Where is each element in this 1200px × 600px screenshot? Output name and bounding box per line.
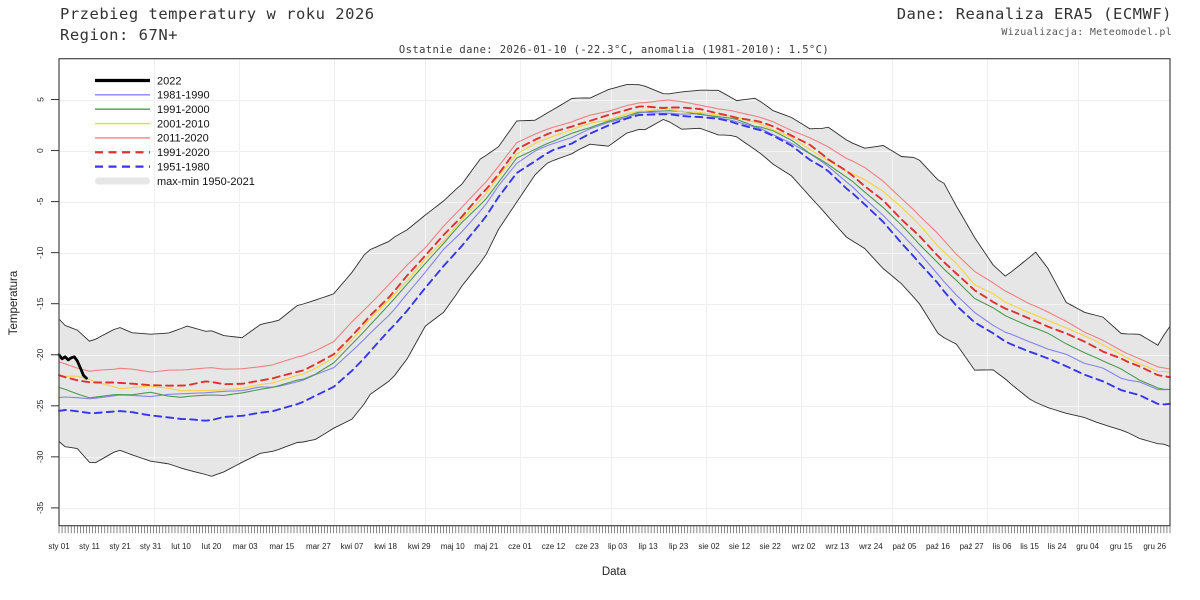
x-tick-label: mar 27 xyxy=(306,542,331,551)
legend-item-2011-2020: 2011-2020 xyxy=(95,133,209,145)
x-tick-label: sty 31 xyxy=(140,542,162,551)
y-tick-label: -30 xyxy=(35,450,45,463)
legend-item-max-min-1950-2021: max-min 1950-2021 xyxy=(95,176,255,188)
chart-title: Przebieg temperatury w roku 2026 xyxy=(60,5,375,23)
plot-border xyxy=(58,58,1171,527)
y-tick-label: -20 xyxy=(35,348,45,361)
legend-label: 1981-1990 xyxy=(157,90,210,102)
series-line-1981-1990 xyxy=(58,111,1171,400)
x-tick-label: lip 13 xyxy=(639,542,659,551)
series-line-2001-2010 xyxy=(58,107,1171,392)
legend-item-2001-2010: 2001-2010 xyxy=(95,118,210,130)
data-source: Dane: Reanaliza ERA5 (ECMWF) xyxy=(896,5,1172,23)
series-line-2022 xyxy=(57,353,88,380)
y-tick-label: -25 xyxy=(35,399,45,412)
series-line-2011-2020 xyxy=(58,99,1171,373)
x-tick-label: cze 12 xyxy=(542,542,566,551)
x-tick-label: cze 01 xyxy=(508,542,532,551)
y-tick-label: -15 xyxy=(35,297,45,310)
legend-item-2022: 2022 xyxy=(95,75,181,87)
x-tick-label: sie 22 xyxy=(760,542,782,551)
y-tick-label: 5 xyxy=(35,97,45,102)
x-axis-labels: sty 01 sty 11 sty 21 sty 31 lut 10 lut 20 mar … xyxy=(48,542,1166,551)
x-tick-label: kwi 07 xyxy=(341,542,364,551)
legend-item-1981-1990: 1981-1990 xyxy=(95,90,210,102)
y-tick-label: -35 xyxy=(35,501,45,514)
x-tick-label: cze 23 xyxy=(575,542,599,551)
legend-item-1991-2000: 1991-2000 xyxy=(95,104,210,116)
x-tick-label: lis 24 xyxy=(1048,542,1067,551)
x-tick-label: gru 26 xyxy=(1143,542,1166,551)
grid-overlay-layer xyxy=(59,58,1170,526)
x-tick-label: wrz 02 xyxy=(791,542,816,551)
x-tick-label: maj 10 xyxy=(441,542,466,551)
y-tick-label: 0 xyxy=(35,148,45,153)
x-tick-label: mar 15 xyxy=(269,542,294,551)
x-tick-label: paź 05 xyxy=(892,542,917,551)
x-tick-label: gru 15 xyxy=(1110,542,1133,551)
band-max-line xyxy=(58,84,1171,346)
legend-band-swatch xyxy=(95,177,150,185)
legend-item-1991-2020: 1991-2020 xyxy=(95,147,210,159)
title-block: Przebieg temperatury w roku 2026 Region:… xyxy=(60,4,375,46)
legend-label: max-min 1950-2021 xyxy=(157,176,255,188)
x-tick-label: lis 15 xyxy=(1020,542,1039,551)
x-tick-label: lip 03 xyxy=(608,542,628,551)
series-line-1991-2000 xyxy=(58,110,1171,399)
series-line-1951-1980 xyxy=(58,113,1171,422)
x-axis-daily-ticks xyxy=(58,526,1171,534)
x-tick-label: gru 04 xyxy=(1076,542,1099,551)
band-min-line xyxy=(58,119,1171,477)
legend-label: 1951-1980 xyxy=(157,161,210,173)
x-tick-label: mar 03 xyxy=(233,542,258,551)
y-axis: 5 0 -5 -10 -15 -20 -25 -30 -35 xyxy=(35,97,59,514)
chart-region: Region: 67N+ xyxy=(60,26,178,44)
x-tick-label: sty 01 xyxy=(48,542,70,551)
visualization-credit: Wizualizacja: Meteomodel.pl xyxy=(1001,27,1172,38)
x-tick-label: maj 21 xyxy=(474,542,499,551)
x-tick-label: lip 23 xyxy=(669,542,689,551)
x-tick-label: lut 10 xyxy=(171,542,191,551)
x-tick-label: sie 02 xyxy=(698,542,720,551)
source-block: Dane: Reanaliza ERA5 (ECMWF) Wizualizacj… xyxy=(897,4,1172,38)
y-axis-title: Temperatura xyxy=(8,270,20,336)
series-line-1991-2020 xyxy=(58,105,1171,387)
legend-item-1951-1980: 1951-1980 xyxy=(95,161,210,173)
x-tick-label: sty 11 xyxy=(79,542,100,551)
legend-label: 2001-2010 xyxy=(157,118,210,130)
x-tick-label: lut 20 xyxy=(202,542,222,551)
x-axis-title: Data xyxy=(601,566,627,578)
legend-label: 2011-2020 xyxy=(157,133,209,145)
y-tick-label: -10 xyxy=(35,246,45,259)
x-tick-label: lis 06 xyxy=(993,542,1012,551)
x-tick-label: paź 16 xyxy=(926,542,951,551)
x-tick-label: kwi 29 xyxy=(408,542,431,551)
last-data-note: Ostatnie dane: 2026-01-10 (-22.3°C, anom… xyxy=(398,44,830,56)
y-tick-label: -5 xyxy=(35,198,45,206)
x-tick-label: kwi 18 xyxy=(374,542,397,551)
x-tick-label: sie 12 xyxy=(729,542,751,551)
x-tick-label: sty 21 xyxy=(109,542,131,551)
legend-label: 1991-2000 xyxy=(157,104,210,116)
legend-label: 2022 xyxy=(157,75,181,87)
chart-legend: 2022 1981-1990 1991-2000 2001-2010 2011-2020… xyxy=(95,75,255,188)
x-tick-label: wrz 24 xyxy=(858,542,883,551)
x-tick-label: paź 27 xyxy=(960,542,985,551)
x-tick-label: wrz 13 xyxy=(825,542,850,551)
legend-label: 1991-2020 xyxy=(157,147,210,159)
